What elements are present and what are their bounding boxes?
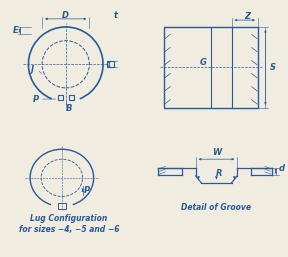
Text: R: R [216, 169, 222, 178]
Text: W: W [212, 149, 221, 158]
Text: B: B [66, 104, 73, 113]
Text: Detail of Groove: Detail of Groove [181, 203, 251, 212]
Bar [58, 203, 66, 208]
Bar [164, 27, 258, 108]
Text: S: S [270, 63, 276, 72]
Text: D: D [62, 11, 69, 20]
Text: t: t [113, 11, 118, 20]
Text: E: E [12, 26, 18, 35]
Text: P: P [84, 186, 90, 195]
Text: P: P [33, 95, 39, 104]
Bar [107, 61, 114, 67]
Text: G: G [199, 58, 206, 67]
Bar [58, 95, 62, 100]
Text: J: J [31, 65, 34, 74]
Text: d: d [279, 164, 285, 173]
Text: Z: Z [244, 12, 250, 21]
Bar [69, 95, 73, 100]
Text: Lug Configuration
for sizes −4, −5 and −6: Lug Configuration for sizes −4, −5 and −… [18, 214, 119, 234]
